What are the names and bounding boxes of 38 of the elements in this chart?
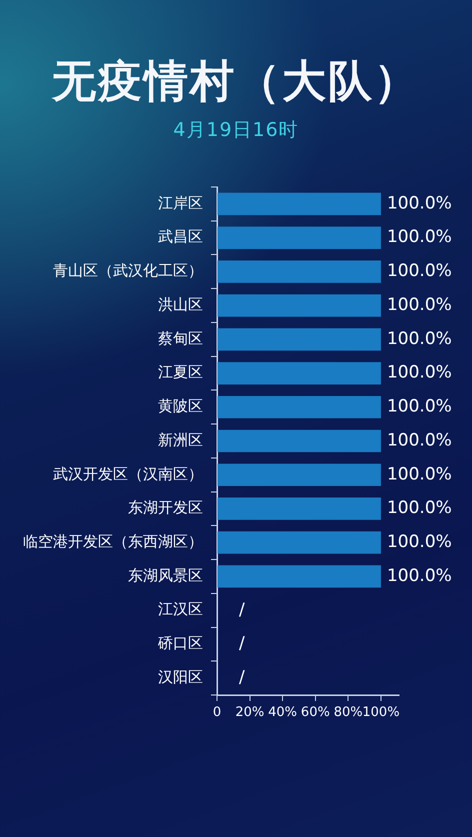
chart-subtitle: 4月19日16时 <box>172 118 300 143</box>
data-label: 100.0% <box>386 396 452 417</box>
y-tick-label: 江夏区 <box>158 363 203 382</box>
chart-title: 无疫情村（大队） <box>50 55 421 109</box>
y-tick-label: 黄陂区 <box>158 397 203 416</box>
y-tick-label: 蔡甸区 <box>158 329 203 348</box>
y-tick-label: 青山区（武汉化工区） <box>53 262 203 280</box>
x-tick-label: 80% <box>334 705 363 720</box>
x-tick-label: 60% <box>300 705 330 720</box>
text: / <box>239 600 245 620</box>
data-label: 100.0% <box>386 193 452 214</box>
data-label: 100.0% <box>386 430 452 450</box>
y-tick-label: 临空港开发区（东西湖区） <box>23 532 203 550</box>
data-label: 100.0% <box>386 294 452 315</box>
y-tick-label: 硚口区 <box>157 634 203 652</box>
x-tick-label: 0 <box>212 705 222 720</box>
y-tick-label: 洪山区 <box>158 295 203 314</box>
y-tick-label: 江岸区 <box>158 194 203 212</box>
text: / <box>239 667 245 688</box>
y-tick-label: 武汉开发区（汉南区） <box>53 464 203 483</box>
data-label: 100.0% <box>386 261 452 282</box>
x-tick-label: 20% <box>235 705 264 720</box>
data-label: 100.0% <box>386 498 452 518</box>
y-tick-label: 武昌区 <box>158 228 203 246</box>
text: / <box>239 634 245 654</box>
data-label: 100.0% <box>386 566 452 586</box>
y-tick-label: 汉阳区 <box>158 668 203 686</box>
data-label: 100.0% <box>386 328 452 349</box>
data-label: 100.0% <box>386 227 452 248</box>
x-tick-label: 100% <box>362 705 400 720</box>
data-label: 100.0% <box>386 464 452 484</box>
y-tick-label: 东湖风景区 <box>128 566 203 584</box>
x-tick-label: 40% <box>268 705 298 720</box>
y-tick-label: 江汉区 <box>158 600 203 618</box>
y-tick-label: 东湖开发区 <box>128 498 203 517</box>
data-label: 100.0% <box>386 532 452 552</box>
data-label: 100.0% <box>386 362 452 383</box>
y-tick-label: 新洲区 <box>158 430 203 449</box>
